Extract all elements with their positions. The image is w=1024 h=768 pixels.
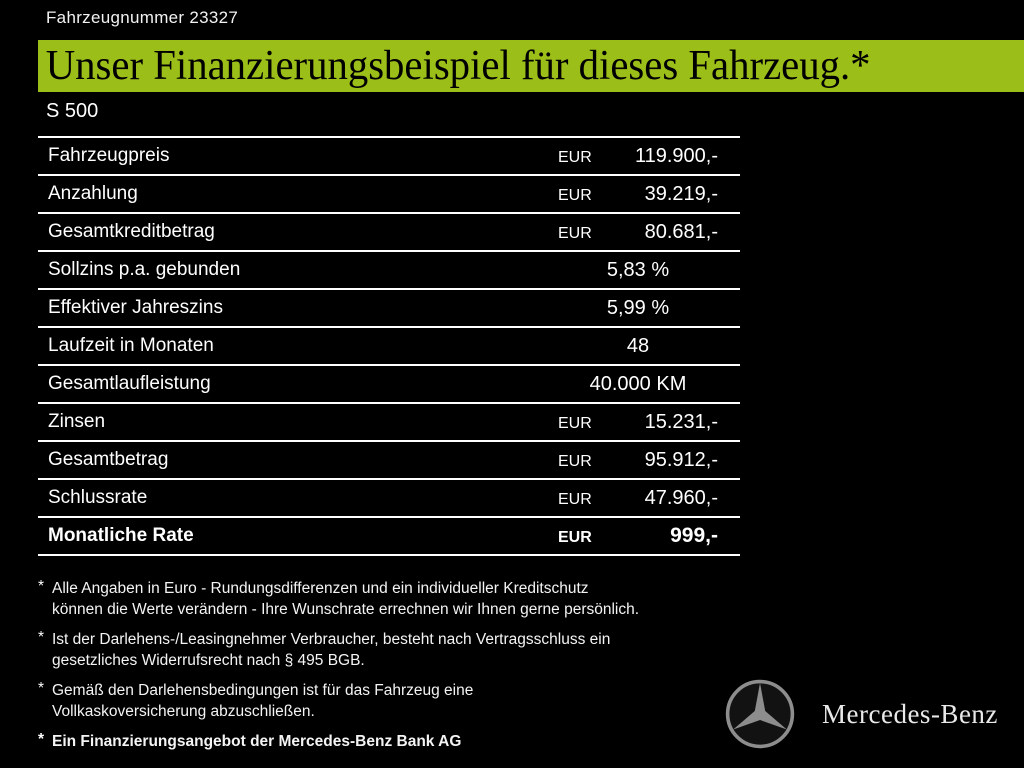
row-value-group: 48 [558, 335, 718, 358]
row-label: Zinsen [48, 411, 106, 432]
row-value-group: EUR 15.231,- [558, 411, 718, 434]
vehicle-model: S 500 [46, 100, 99, 122]
page-title: Unser Finanzierungsbeispiel für dieses F… [45, 43, 871, 89]
footnote: * Gemäß den Darlehensbedingungen ist für … [38, 680, 738, 722]
row-value-group: EUR 39.219,- [558, 183, 718, 206]
row-currency: EUR [558, 224, 592, 242]
row-value-group: EUR 47.960,- [558, 487, 718, 510]
table-row: Zinsen EUR 15.231,- [38, 404, 740, 442]
row-value: 95.912,- [644, 448, 718, 471]
row-value: 39.219,- [644, 182, 718, 205]
footnote-text: Ein Finanzierungsangebot der Mercedes-Be… [52, 733, 462, 750]
row-value-group: EUR 95.912,- [558, 449, 718, 472]
table-row: Effektiver Jahreszins 5,99 % [38, 290, 740, 328]
brand-area: Mercedes-Benz [724, 674, 1024, 754]
table-row: Laufzeit in Monaten 48 [38, 328, 740, 366]
row-value-group: EUR 999,- [558, 524, 718, 548]
footnote-marker: * [38, 731, 45, 748]
row-value-group: EUR 119.900,- [558, 145, 718, 168]
row-value-group: 40.000 KM [558, 373, 718, 396]
row-label: Sollzins p.a. gebunden [48, 259, 241, 280]
row-label: Gesamtlaufleistung [48, 373, 211, 394]
footnote-text: Gemäß den Darlehensbedingungen ist für d… [52, 682, 474, 720]
row-currency: EUR [558, 148, 592, 166]
row-value-group: EUR 80.681,- [558, 221, 718, 244]
footnote-marker: * [38, 629, 45, 646]
row-value: 40.000 KM [589, 372, 687, 395]
table-row: Schlussrate EUR 47.960,- [38, 480, 740, 518]
row-label: Schlussrate [48, 487, 148, 508]
footnote-text: Ist der Darlehens-/Leasingnehmer Verbrau… [52, 631, 611, 669]
row-value-group: 5,99 % [558, 297, 718, 320]
row-label: Gesamtbetrag [48, 449, 169, 470]
row-label: Fahrzeugpreis [48, 145, 170, 166]
row-label: Anzahlung [48, 183, 138, 204]
brand-name: Mercedes-Benz [822, 698, 998, 729]
table-row: Sollzins p.a. gebunden 5,83 % [38, 252, 740, 290]
row-currency: EUR [558, 529, 592, 546]
footnote: * Ein Finanzierungsangebot der Mercedes-B… [38, 731, 738, 752]
row-value: 999,- [670, 524, 718, 547]
mercedes-star-icon [724, 678, 796, 750]
row-currency: EUR [558, 490, 592, 508]
footnote: * Alle Angaben in Euro - Rundungsdifferen… [38, 578, 738, 620]
row-label: Effektiver Jahreszins [48, 297, 223, 318]
row-value: 5,99 % [606, 296, 670, 319]
table-row: Fahrzeugpreis EUR 119.900,- [38, 138, 740, 176]
row-value: 15.231,- [644, 410, 718, 433]
row-value: 47.960,- [644, 486, 718, 509]
vehicle-number: Fahrzeugnummer 23327 [46, 8, 239, 27]
table-row: Gesamtbetrag EUR 95.912,- [38, 442, 740, 480]
row-currency: EUR [558, 452, 592, 470]
row-label: Laufzeit in Monaten [48, 335, 214, 356]
row-currency: EUR [558, 414, 592, 432]
footnotes: * Alle Angaben in Euro - Rundungsdifferen… [38, 578, 738, 761]
table-row: Gesamtkreditbetrag EUR 80.681,- [38, 214, 740, 252]
footnote: * Ist der Darlehens-/Leasingnehmer Verbra… [38, 629, 738, 671]
row-value: 48 [626, 334, 650, 357]
row-value: 80.681,- [644, 220, 718, 243]
table-row: Gesamtlaufleistung 40.000 KM [38, 366, 740, 404]
finance-table: Fahrzeugpreis EUR 119.900,- Anzahlung EUR 39.… [38, 136, 740, 556]
row-label: Monatliche Rate [48, 525, 194, 546]
row-label: Gesamtkreditbetrag [48, 221, 215, 242]
table-row: Monatliche Rate EUR 999,- [38, 518, 740, 556]
footnote-text: Alle Angaben in Euro - Rundungsdifferenz… [52, 580, 640, 618]
row-currency: EUR [558, 186, 592, 204]
table-row: Anzahlung EUR 39.219,- [38, 176, 740, 214]
row-value-group: 5,83 % [558, 259, 718, 282]
footnote-marker: * [38, 578, 45, 595]
row-value: 119.900,- [634, 144, 718, 167]
row-value: 5,83 % [606, 258, 670, 281]
footnote-marker: * [38, 680, 45, 697]
title-banner: Unser Finanzierungsbeispiel für dieses F… [38, 40, 1024, 92]
